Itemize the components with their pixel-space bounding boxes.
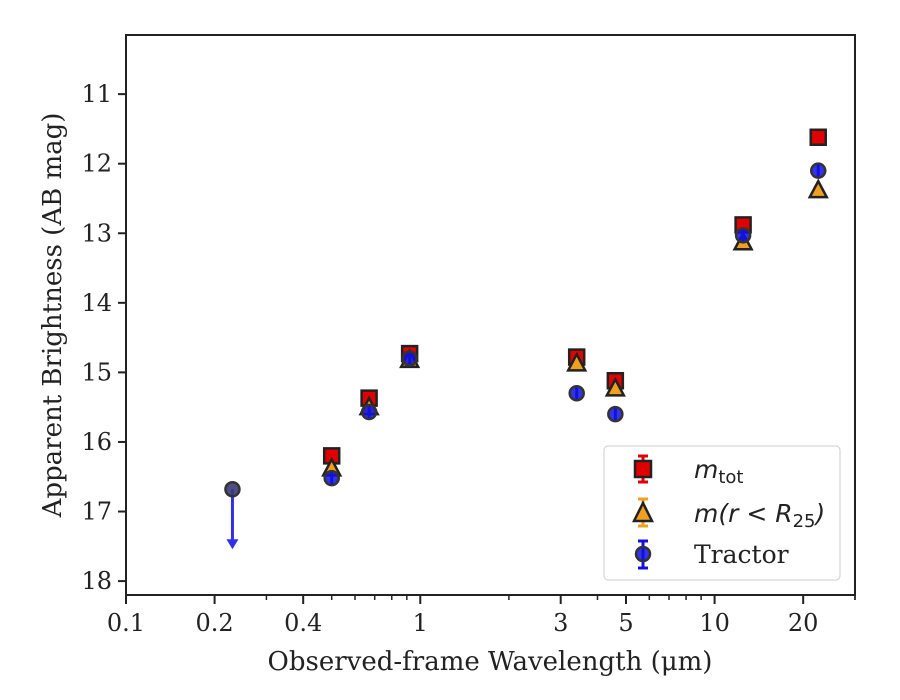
x-tick-label: 20 bbox=[788, 609, 819, 637]
y-tick-label: 13 bbox=[81, 219, 112, 247]
x-tick-label: 1 bbox=[413, 609, 428, 637]
series-1-point-3 bbox=[566, 351, 588, 372]
series-2-point-1 bbox=[323, 469, 340, 487]
legend-item-r25: m(r < R25) bbox=[631, 497, 825, 532]
x-tick-label: 3 bbox=[553, 609, 568, 637]
legend-label-mtot: m bbox=[694, 455, 718, 484]
x-tick-label: 0.1 bbox=[107, 609, 145, 637]
plot-frame bbox=[125, 34, 856, 596]
y-tick-label: 18 bbox=[81, 567, 112, 595]
series-2-point-6 bbox=[734, 227, 752, 244]
series-2-point-2 bbox=[360, 403, 378, 421]
y-tick-label: 11 bbox=[81, 80, 112, 108]
series-0-point-6 bbox=[809, 128, 827, 147]
y-tick-label: 16 bbox=[81, 428, 112, 456]
svg-text:m(r < R25): m(r < R25) bbox=[694, 499, 825, 532]
x-tick-label: 0.4 bbox=[284, 609, 322, 637]
x-tick-label: 10 bbox=[699, 609, 730, 637]
legend-label-mtot-sub: tot bbox=[718, 467, 743, 488]
legend-frame bbox=[603, 445, 841, 581]
x-tick-label: 5 bbox=[618, 609, 633, 637]
x-tick-label: 0.2 bbox=[196, 609, 234, 637]
series-1-point-4 bbox=[604, 376, 626, 397]
series-2-point-3 bbox=[401, 350, 418, 367]
y-tick-label: 17 bbox=[81, 498, 112, 526]
series-2-point-0-arrow-head bbox=[226, 539, 239, 550]
legend-item-mtot: mtot bbox=[633, 454, 744, 488]
series-2-point-7 bbox=[809, 162, 827, 179]
legend-square-marker bbox=[633, 459, 653, 479]
legend-label-r25-close: ) bbox=[814, 499, 826, 528]
series-2-point-0 bbox=[224, 481, 241, 498]
y-tick-label: 14 bbox=[81, 289, 112, 317]
y-tick-label: 15 bbox=[81, 358, 112, 386]
y-tick-label: 12 bbox=[81, 150, 112, 178]
series-2-point-4 bbox=[568, 385, 585, 402]
legend-label-tractor: Tractor bbox=[694, 540, 789, 569]
legend-label-r25-sub: 25 bbox=[793, 511, 816, 532]
legend-triangle-marker bbox=[631, 500, 655, 523]
series-1-point-6 bbox=[807, 178, 829, 199]
legend-item-tractor: Tractor bbox=[634, 539, 789, 570]
x-axis-label: Observed-frame Wavelength (μm) bbox=[268, 647, 713, 677]
legend-circle-marker bbox=[634, 545, 652, 563]
plot-marks bbox=[224, 128, 829, 550]
legend: mtot m(r < R25) Tractor bbox=[603, 445, 841, 581]
legend-label-r25: m(r < R bbox=[694, 499, 793, 528]
svg-text:mtot: mtot bbox=[694, 455, 744, 488]
y-axis-label: Apparent Brightness (AB mag) bbox=[38, 113, 68, 519]
series-2-point-5 bbox=[607, 405, 624, 423]
